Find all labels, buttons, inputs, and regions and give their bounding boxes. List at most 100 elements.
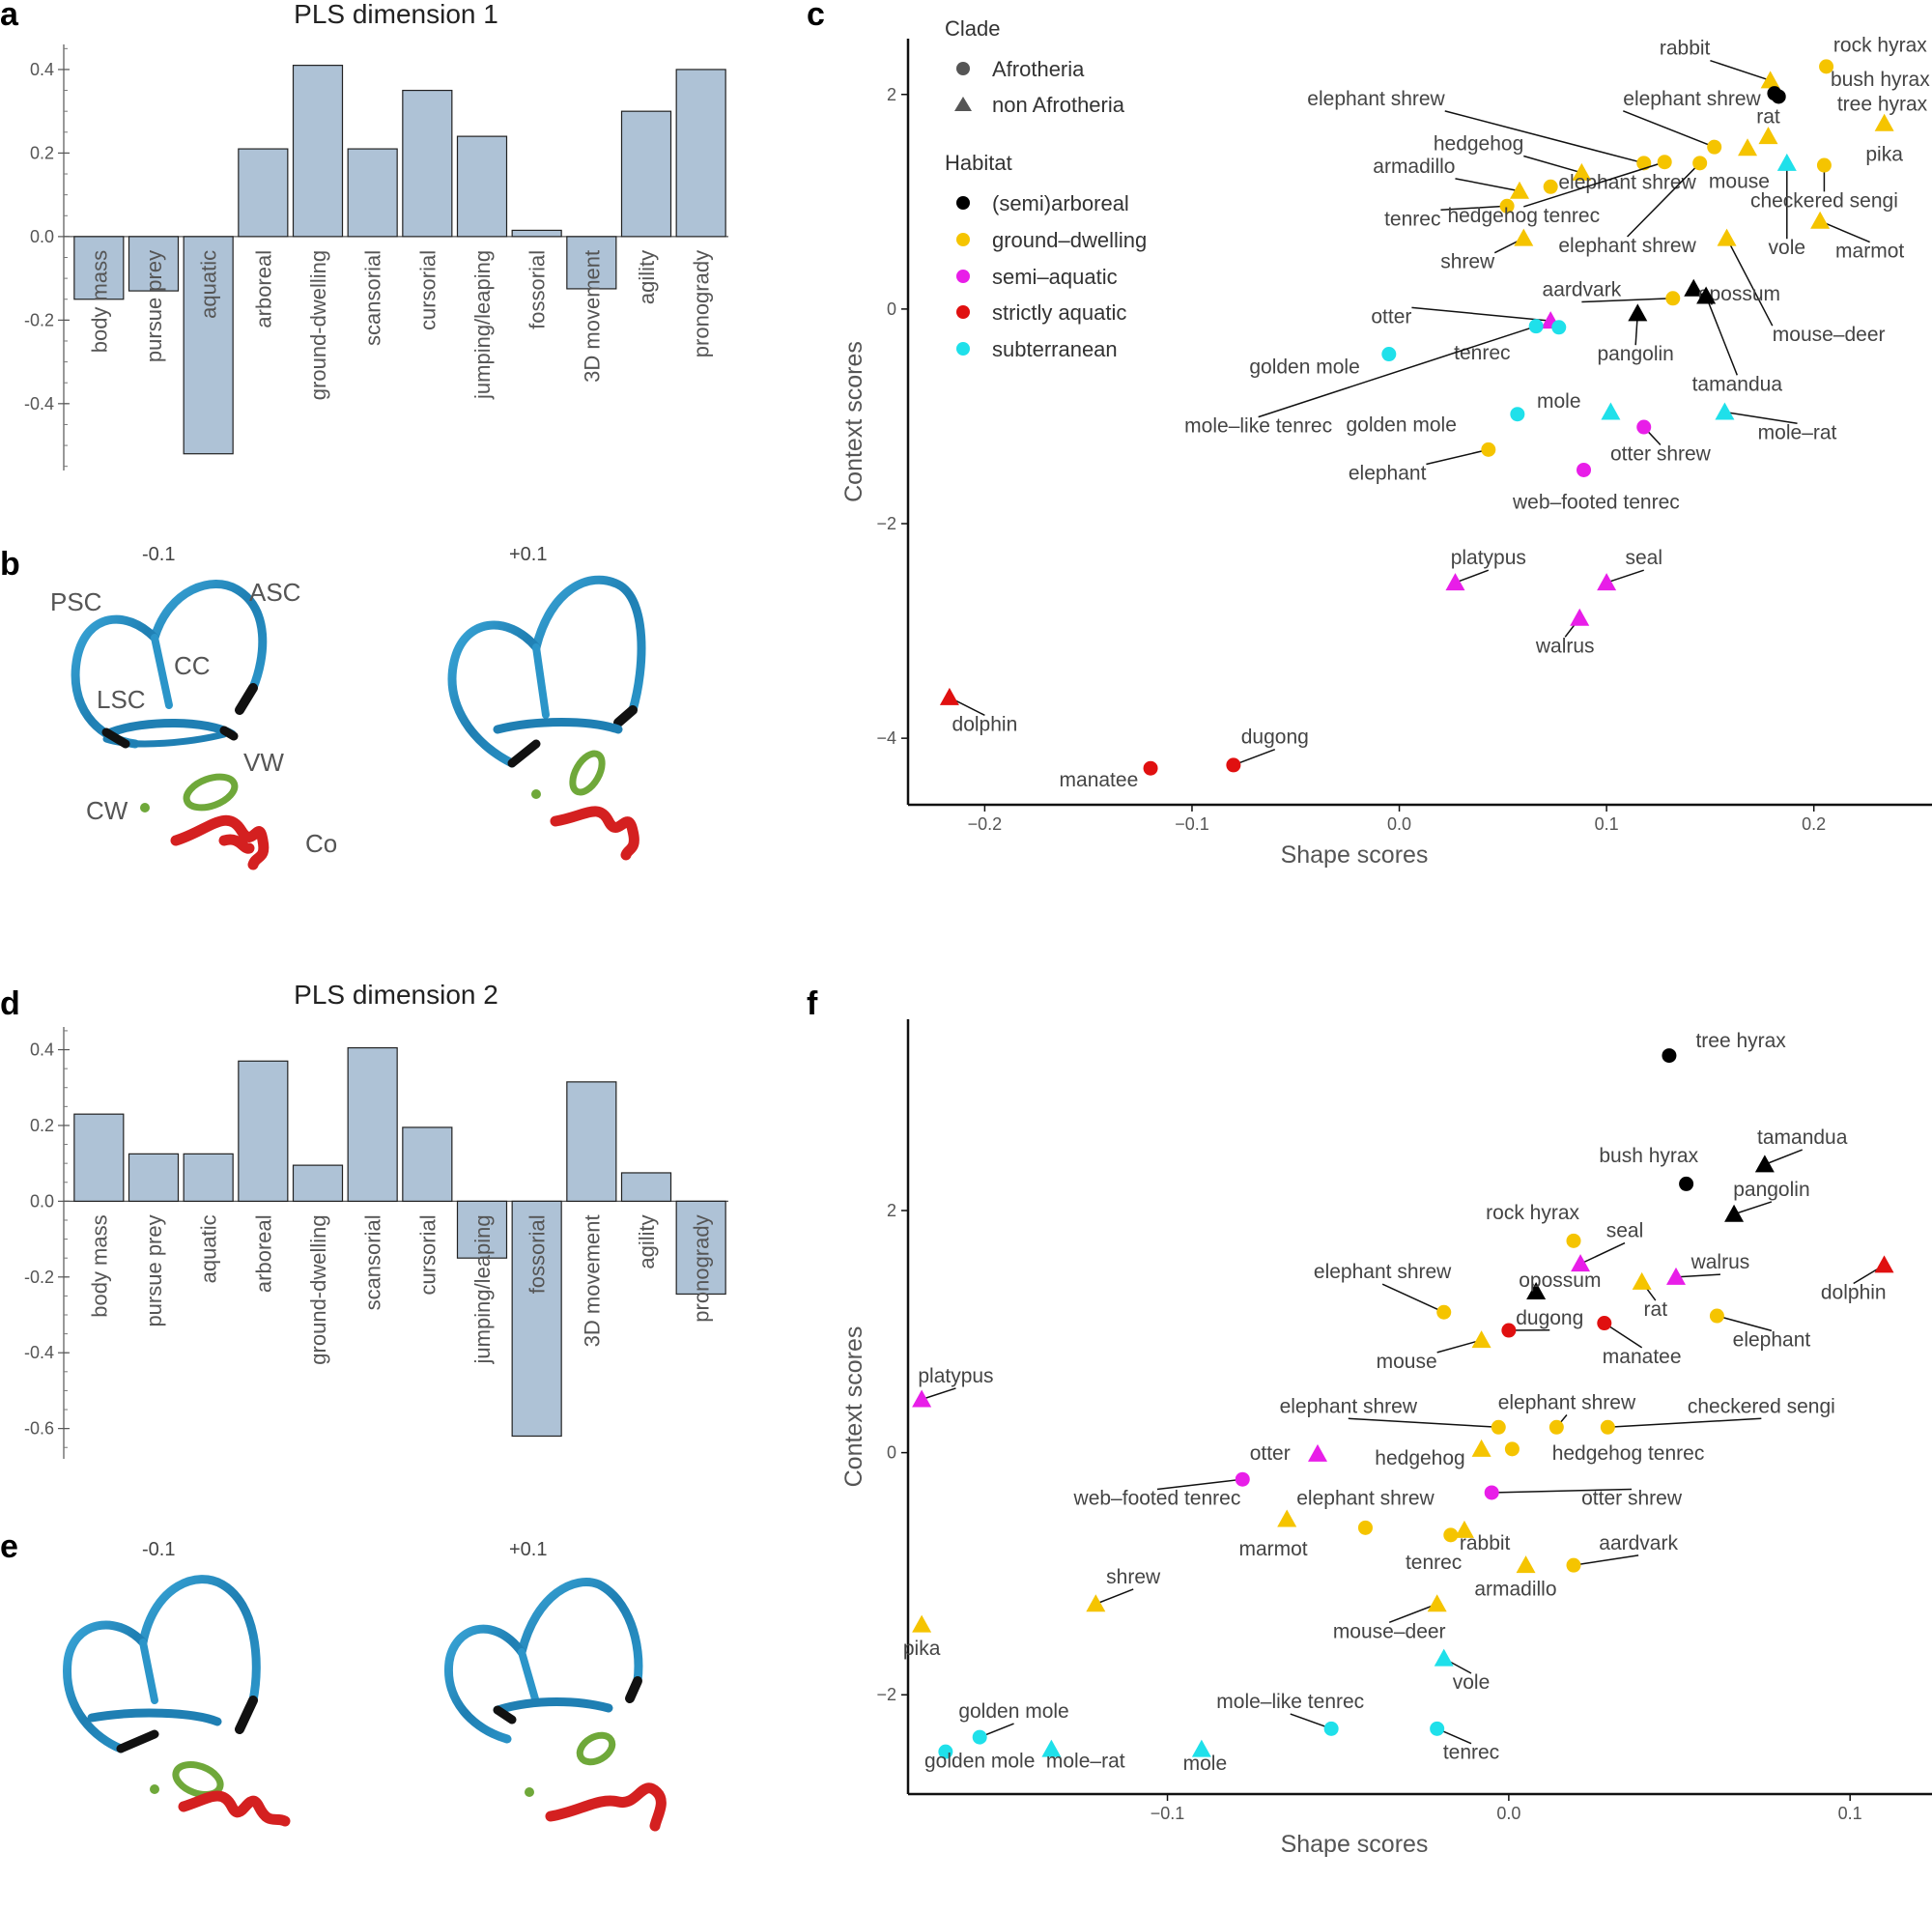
- point-label: mole: [1183, 1753, 1228, 1775]
- y-tick-label: 2: [887, 85, 896, 104]
- data-point-circle: [1143, 760, 1158, 776]
- point-label: pangolin: [1597, 343, 1673, 365]
- y-tick-label: 0.2: [30, 1116, 54, 1135]
- legend-habitat-semi-aquatic: semi–aquatic: [992, 265, 1118, 289]
- point-label: seal: [1625, 547, 1662, 569]
- leader-line: [1523, 155, 1582, 174]
- point-label: mole–like tenrec: [1216, 1691, 1364, 1713]
- cochlear-window: [150, 1784, 159, 1794]
- data-point-circle: [1597, 1316, 1612, 1331]
- category-label: aquatic: [197, 1214, 221, 1283]
- bar: [402, 89, 453, 238]
- category-label: pursue prey: [142, 1214, 166, 1326]
- x-tick-label: 0.1: [1595, 814, 1619, 834]
- ear-b-minus-value: -0.1: [142, 544, 175, 565]
- category-label: fossorial: [526, 1214, 550, 1294]
- y-axis-title: Context scores: [840, 341, 867, 502]
- bar: [511, 1200, 562, 1438]
- data-point-triangle: [1570, 608, 1590, 626]
- data-point-circle: [1771, 89, 1786, 104]
- point-label: elephant shrew: [1314, 1261, 1452, 1283]
- bar: [128, 1153, 180, 1202]
- leader-line: [1290, 1713, 1332, 1730]
- category-label: 3D movement: [580, 1214, 604, 1347]
- leader-line: [1607, 1417, 1762, 1429]
- data-point-triangle: [1601, 402, 1621, 420]
- point-label: mouse: [1377, 1351, 1437, 1373]
- data-point-triangle: [912, 1389, 932, 1408]
- leader-line: [1444, 110, 1644, 164]
- data-point-triangle: [1516, 1555, 1536, 1574]
- common-crus: [151, 634, 173, 709]
- legend-swatch-subterranean: [956, 342, 970, 356]
- point-label: dolphin: [1821, 1281, 1887, 1303]
- data-point-circle: [1577, 462, 1592, 477]
- data-point-circle: [1226, 757, 1241, 773]
- point-label: platypus: [918, 1365, 993, 1387]
- point-label: elephant shrew: [1558, 171, 1696, 193]
- bar: [73, 236, 125, 300]
- x-axis-title: Shape scores: [1281, 1831, 1429, 1858]
- bar: [183, 1153, 234, 1202]
- leader-line: [1411, 306, 1551, 322]
- panel-label-b: b: [0, 546, 20, 583]
- legend: Clade Afrotheria non Afrotheria Habitat …: [945, 16, 1147, 361]
- legend-clade-non-afrotheria: non Afrotheria: [992, 93, 1125, 117]
- data-point-triangle: [1717, 228, 1737, 246]
- point-label: tamandua: [1757, 1126, 1848, 1149]
- legend-clade-title: Clade: [945, 16, 1000, 41]
- leader-line: [1705, 296, 1738, 376]
- data-point-circle: [1636, 419, 1652, 435]
- y-tick-label: -0.2: [24, 310, 54, 329]
- cochlear-window: [525, 1787, 534, 1797]
- ear-model-b-left: PSC ASC CC LSC VW CW Co: [50, 578, 337, 870]
- category-label: cursorial: [415, 1214, 440, 1295]
- data-point-circle: [1484, 1485, 1499, 1500]
- leader-line: [1623, 110, 1715, 148]
- anterior-canal: [138, 1575, 261, 1705]
- point-label: mole–like tenrec: [1184, 415, 1332, 438]
- data-point-circle: [1501, 1323, 1517, 1338]
- vestibular-window: [183, 773, 239, 812]
- data-point-circle: [1665, 291, 1681, 306]
- point-label: otter: [1250, 1442, 1291, 1465]
- data-point-circle: [1566, 1233, 1581, 1248]
- ampulla-a: [625, 1676, 642, 1703]
- bar: [675, 1200, 726, 1296]
- data-point-triangle: [1632, 1271, 1652, 1290]
- point-label: golden mole: [958, 1700, 1068, 1723]
- category-label: pronogrady: [690, 250, 714, 357]
- point-label: tree hyrax: [1695, 1030, 1786, 1052]
- x-tick-label: 0.0: [1496, 1804, 1520, 1823]
- leader-line: [1455, 178, 1520, 192]
- point-label: otter: [1371, 305, 1411, 328]
- bar: [347, 1046, 398, 1202]
- x-tick-label: 0.1: [1838, 1804, 1862, 1823]
- data-point-triangle: [1445, 573, 1465, 591]
- cochlea: [550, 806, 639, 861]
- legend-habitat-ground-dwelling: ground–dwelling: [992, 228, 1147, 252]
- category-label: 3D movement: [580, 250, 604, 383]
- data-point-triangle: [1810, 211, 1831, 229]
- point-label: otter shrew: [1610, 442, 1712, 465]
- legend-clade-afrotheria: Afrotheria: [992, 57, 1085, 81]
- point-label: golden mole: [1249, 356, 1359, 379]
- point-label: dugong: [1241, 727, 1309, 749]
- legend-habitat-title: Habitat: [945, 151, 1012, 175]
- point-label: checkered sengi: [1688, 1395, 1835, 1417]
- point-label: checkered sengi: [1750, 189, 1898, 212]
- y-tick-label: -0.4: [24, 394, 54, 413]
- data-point-circle: [1543, 179, 1558, 194]
- legend-circle-icon: [956, 62, 970, 75]
- data-point-circle: [1491, 1419, 1506, 1435]
- data-point-circle: [1819, 59, 1834, 74]
- data-point-triangle: [1308, 1443, 1327, 1462]
- data-point-triangle: [1715, 402, 1735, 420]
- category-label: ground-dwelling: [306, 250, 330, 400]
- legend-swatch-strictly-aquatic: [956, 305, 970, 319]
- data-point-circle: [1235, 1471, 1250, 1487]
- data-point-triangle: [1724, 1204, 1745, 1222]
- data-point-triangle: [939, 687, 959, 705]
- leader-line: [1725, 238, 1774, 327]
- category-label: jumping/leaping: [470, 250, 495, 400]
